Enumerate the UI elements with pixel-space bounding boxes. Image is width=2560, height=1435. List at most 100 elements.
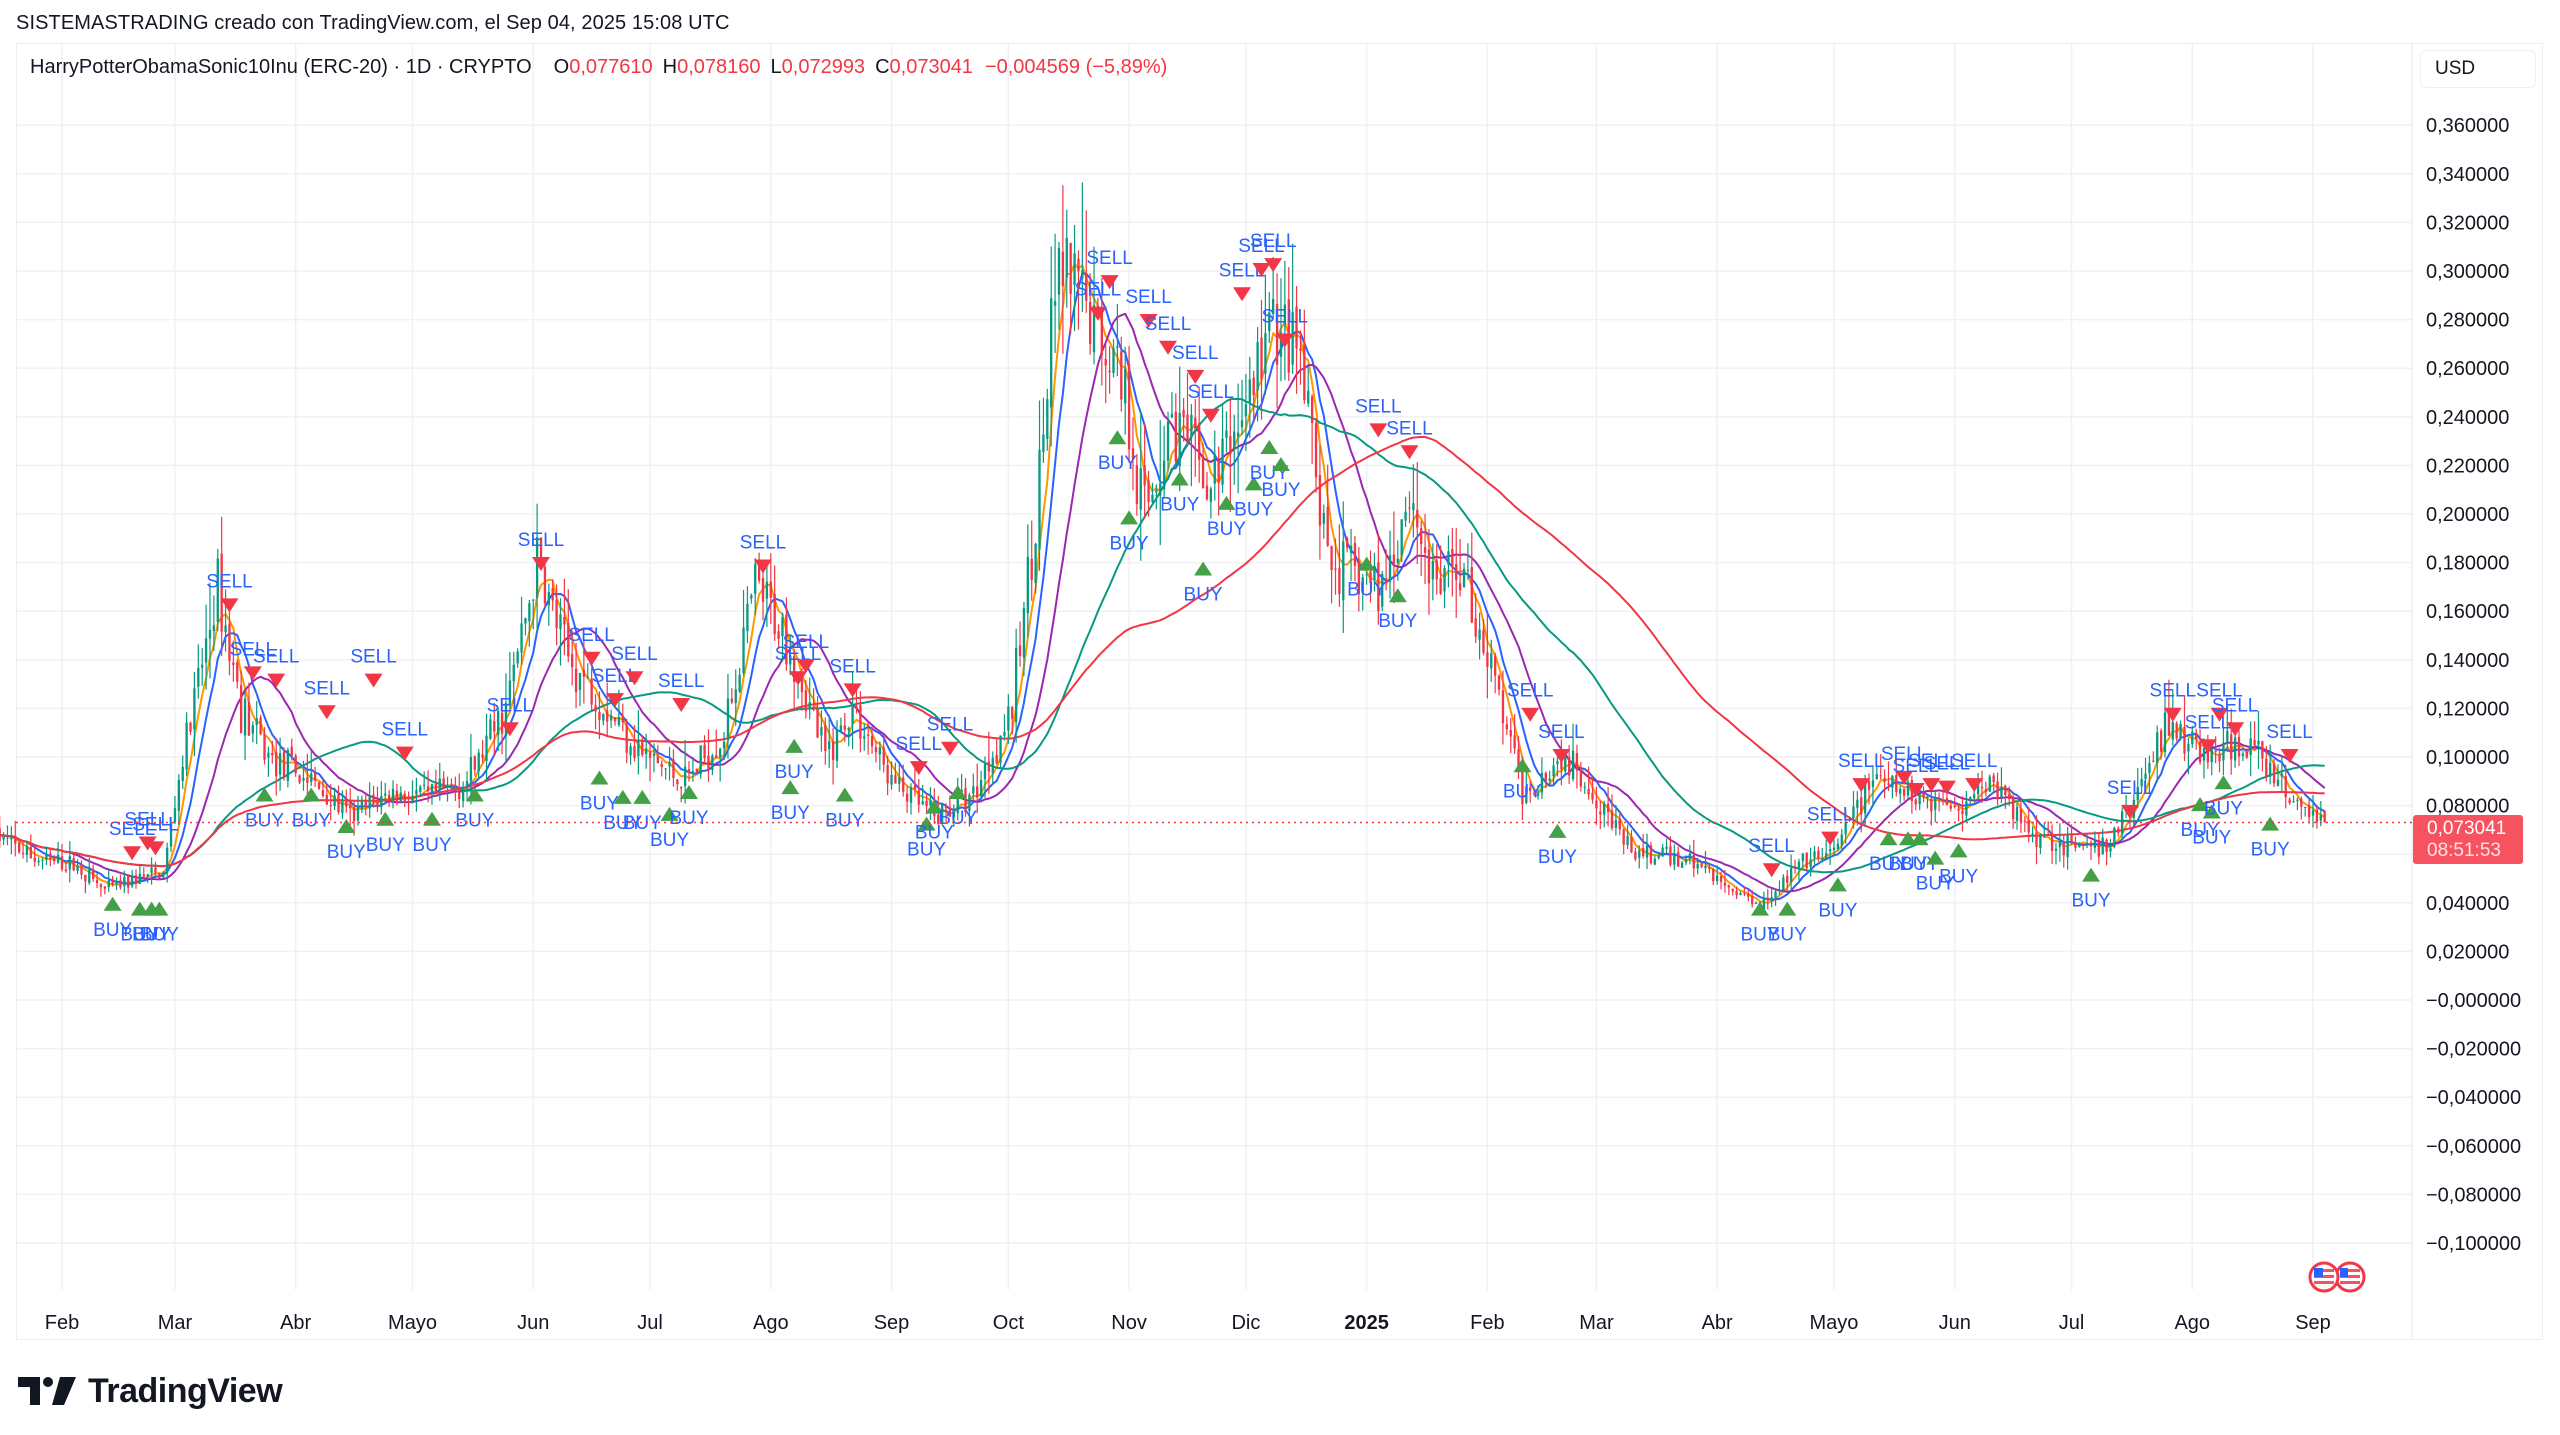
time-tick-label: Jul bbox=[2059, 1312, 2085, 1334]
sell-signal-label: SELL bbox=[658, 671, 704, 692]
buy-signal-label: BUY bbox=[2251, 840, 2290, 861]
economic-events-icon[interactable] bbox=[2306, 1260, 2368, 1294]
sell-signal-label: SELL bbox=[1219, 260, 1265, 281]
buy-marker-icon bbox=[1926, 850, 1945, 865]
sell-marker-icon bbox=[672, 697, 691, 712]
price-tick-label: 0,040000 bbox=[2426, 893, 2509, 915]
price-tick-label: 0,020000 bbox=[2426, 941, 2509, 963]
sell-marker-icon bbox=[1521, 707, 1540, 722]
sell-marker-icon bbox=[1965, 778, 1984, 793]
sell-signal-label: SELL bbox=[1924, 754, 1970, 775]
sell-marker-icon bbox=[909, 761, 928, 776]
time-tick-label: Jun bbox=[1939, 1312, 1971, 1334]
sell-signal-label: SELL bbox=[1386, 418, 1432, 439]
sell-marker-icon bbox=[243, 666, 262, 681]
price-tick-label: −0,000000 bbox=[2426, 990, 2521, 1012]
sell-signal-label: SELL bbox=[132, 814, 178, 835]
buy-marker-icon bbox=[376, 811, 395, 826]
tradingview-logo[interactable]: TradingView bbox=[18, 1372, 283, 1411]
sell-marker-icon bbox=[1088, 306, 1107, 321]
moving-averages bbox=[0, 262, 2326, 904]
sell-marker-icon bbox=[220, 598, 239, 613]
sell-marker-icon bbox=[754, 559, 773, 574]
buy-marker-icon bbox=[1778, 901, 1797, 916]
buy-marker-icon bbox=[660, 806, 679, 821]
buy-signal-label: BUY bbox=[120, 925, 159, 946]
time-tick-label: Nov bbox=[1111, 1312, 1147, 1334]
time-tick-label: Ago bbox=[753, 1312, 789, 1334]
sell-signal-label: SELL bbox=[2266, 722, 2312, 743]
last-price-value: 0,073041 bbox=[2427, 818, 2507, 839]
sell-signal-label: SELL bbox=[829, 656, 875, 677]
price-tick-label: 0,100000 bbox=[2426, 747, 2509, 769]
buy-signal-label: BUY bbox=[1916, 874, 1955, 895]
buy-marker-icon bbox=[1949, 843, 1968, 858]
time-tick-label: Abr bbox=[280, 1312, 311, 1334]
sell-marker-icon bbox=[1400, 445, 1419, 460]
sell-signal-label: SELL bbox=[1145, 314, 1191, 335]
sell-signal-label: SELL bbox=[740, 532, 786, 553]
buy-marker-icon bbox=[1244, 476, 1263, 491]
buy-signal-label: BUY bbox=[1503, 781, 1542, 802]
sell-marker-icon bbox=[532, 557, 551, 572]
buy-signal-label: BUY bbox=[1740, 925, 1779, 946]
buy-marker-icon bbox=[590, 770, 609, 785]
time-tick-label: Oct bbox=[993, 1312, 1025, 1334]
buy-marker-icon bbox=[1357, 556, 1376, 571]
tradingview-logo-text: TradingView bbox=[88, 1372, 283, 1410]
sell-marker-icon bbox=[1762, 863, 1781, 878]
buy-marker-icon bbox=[1170, 471, 1189, 486]
sell-marker-icon bbox=[123, 846, 142, 861]
time-tick-label: Dic bbox=[1231, 1312, 1260, 1334]
chart-caption: SISTEMASTRADING creado con TradingView.c… bbox=[16, 12, 730, 34]
price-tick-label: 0,300000 bbox=[2426, 261, 2509, 283]
price-tick-label: 0,240000 bbox=[2426, 407, 2509, 429]
sell-marker-icon bbox=[1100, 275, 1119, 290]
sell-signal-label: SELL bbox=[487, 695, 533, 716]
sell-marker-icon bbox=[1264, 258, 1283, 273]
buy-marker-icon bbox=[1750, 901, 1769, 916]
currency-button[interactable]: USD bbox=[2420, 50, 2536, 88]
time-axis[interactable]: Feb Mar Abr Mayo Jun Jul Ago Sep Oct Nov Dic 2025 Fe… bbox=[45, 1312, 2331, 1334]
buy-marker-icon bbox=[302, 787, 321, 802]
sell-signal-label: SELL bbox=[927, 715, 973, 736]
buy-sell-signals: BUYSELLBUYSELLBUYSELLBUYSELLSELLBUYSELLB… bbox=[93, 231, 2313, 946]
buy-signal-label: BUY bbox=[650, 830, 689, 851]
sell-marker-icon bbox=[500, 722, 519, 737]
buy-signal-label: BUY bbox=[1347, 580, 1386, 601]
buy-signal-label: BUY bbox=[1939, 866, 1978, 887]
buy-signal-label: BUY bbox=[580, 793, 619, 814]
sell-marker-icon bbox=[1895, 770, 1914, 785]
sell-signal-label: SELL bbox=[124, 809, 170, 830]
time-tick-label: Feb bbox=[1470, 1312, 1504, 1334]
time-tick-label: Jun bbox=[517, 1312, 549, 1334]
buy-marker-icon bbox=[613, 789, 632, 804]
buy-marker-icon bbox=[1120, 510, 1139, 525]
buy-signal-label: BUY bbox=[1261, 480, 1300, 501]
us-flag-icon bbox=[2308, 1261, 2340, 1293]
sell-marker-icon bbox=[625, 671, 644, 686]
buy-marker-icon bbox=[103, 896, 122, 911]
price-tick-label: 0,120000 bbox=[2426, 698, 2509, 720]
high-value: 0,078160 bbox=[677, 56, 761, 78]
buy-marker-icon bbox=[1271, 456, 1290, 471]
sell-signal-label: SELL bbox=[611, 644, 657, 665]
sell-signal-label: SELL bbox=[2107, 778, 2153, 799]
sell-signal-label: SELL bbox=[896, 734, 942, 755]
sell-signal-label: SELL bbox=[2212, 695, 2258, 716]
sell-marker-icon bbox=[364, 673, 383, 688]
sell-marker-icon bbox=[1159, 340, 1178, 355]
time-tick-label: Jul bbox=[637, 1312, 663, 1334]
sell-marker-icon bbox=[1906, 783, 1925, 798]
buy-signal-label: BUY bbox=[623, 813, 662, 834]
price-tick-label: 0,260000 bbox=[2426, 358, 2509, 380]
sell-marker-icon bbox=[796, 659, 815, 674]
price-axis[interactable]: 0,360000 0,340000 0,320000 0,300000 0,280000… bbox=[2426, 115, 2521, 1255]
sell-signal-label: SELL bbox=[1238, 236, 1284, 257]
sell-signal-label: SELL bbox=[350, 647, 396, 668]
price-tick-label: 0,220000 bbox=[2426, 455, 2509, 477]
buy-marker-icon bbox=[255, 787, 274, 802]
buy-signal-label: BUY bbox=[1207, 519, 1246, 540]
buy-marker-icon bbox=[465, 787, 484, 802]
